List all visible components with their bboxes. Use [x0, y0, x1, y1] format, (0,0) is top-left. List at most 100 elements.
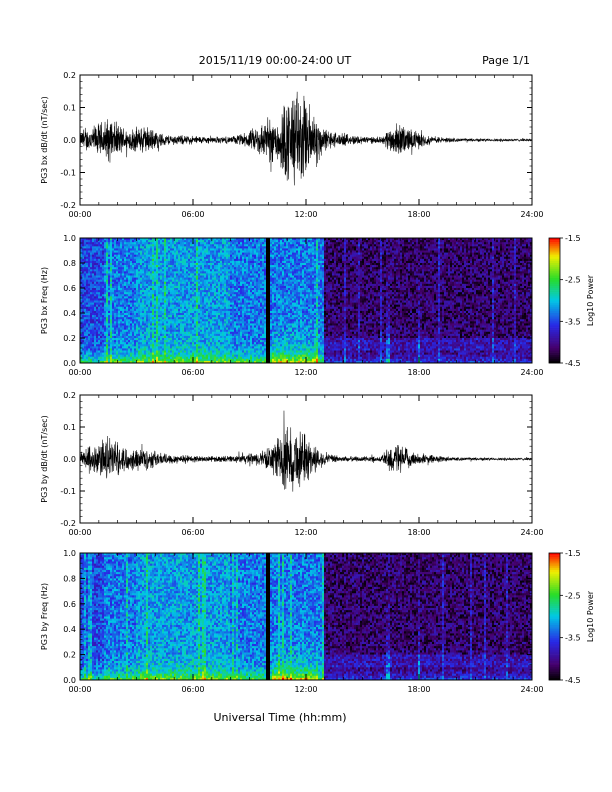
spectrogram-cell — [166, 271, 169, 274]
spectrogram-cell — [118, 340, 121, 343]
spectrogram-cell — [238, 267, 241, 270]
spectrogram-cell — [166, 315, 169, 318]
spectrogram-cell — [230, 346, 233, 349]
spectrogram-cell — [156, 277, 159, 281]
spectrogram-cell — [92, 356, 95, 360]
spectrogram-cell — [134, 308, 137, 312]
spectrogram-cell — [108, 356, 111, 360]
spectrogram-cell — [174, 352, 177, 356]
spectrogram-cell — [234, 269, 237, 272]
spectrogram-cell — [194, 277, 197, 281]
spectrogram-cell — [102, 310, 105, 314]
spectrogram-cell — [206, 304, 209, 308]
spectrogram-cell — [148, 346, 151, 349]
spectrogram-cell — [124, 277, 127, 281]
spectrogram-cell — [182, 313, 185, 316]
spectrogram-cell — [224, 290, 227, 293]
spectrogram-cell — [222, 342, 225, 345]
spectrogram-cell — [218, 315, 221, 318]
x-tick-label: 06:00 — [181, 210, 204, 219]
spectrogram-cell — [152, 315, 155, 318]
spectrogram-cell — [102, 254, 105, 258]
spectrogram-cell — [174, 256, 177, 260]
spectrogram-cell — [92, 308, 95, 312]
spectrogram-cell — [158, 269, 161, 272]
spectrogram-cell — [126, 281, 129, 285]
spectrogram-cell — [212, 238, 215, 241]
spectrogram-cell — [108, 242, 111, 245]
spectrogram-cell — [166, 325, 169, 328]
spectrogram-cell — [224, 238, 227, 241]
spectrogram-cell — [188, 350, 191, 353]
spectrogram-cell — [236, 313, 239, 316]
spectrogram-cell — [118, 325, 121, 328]
spectrogram-cell — [98, 340, 101, 343]
spectrogram-cell — [182, 260, 185, 264]
spectrogram-cell — [228, 338, 231, 341]
spectrogram-cell — [176, 290, 179, 293]
spectrogram-cell — [160, 240, 163, 243]
spectrogram-cell — [126, 350, 129, 353]
spectrogram-cell — [164, 254, 167, 258]
spectrogram-cell — [122, 317, 125, 320]
spectrogram-cell — [118, 281, 121, 285]
spectrogram-cell — [88, 348, 91, 351]
spectrogram-cell — [160, 300, 163, 303]
spectrogram-cell — [230, 260, 233, 264]
spectrogram-cell — [238, 285, 241, 289]
spectrogram-cell — [234, 331, 237, 335]
spectrogram-cell — [182, 350, 185, 353]
spectrogram-cell — [220, 273, 223, 276]
spectrogram-cell — [110, 325, 113, 328]
spectrogram-cell — [188, 260, 191, 264]
spectrogram-cell — [138, 306, 141, 310]
spectrogram-cell — [162, 350, 165, 353]
spectrogram-cell — [138, 338, 141, 341]
spectrogram-cell — [126, 238, 129, 241]
spectrogram-cell — [216, 340, 219, 343]
spectrogram-cell — [114, 348, 117, 351]
spectrogram-cell — [110, 246, 113, 249]
spectrogram-cell — [194, 281, 197, 285]
spectrogram-cell — [140, 308, 143, 312]
spectrogram-cell — [202, 256, 205, 260]
spectrogram-cell — [90, 317, 93, 320]
spectrogram-cell — [96, 250, 99, 253]
spectrogram-cell — [206, 319, 209, 322]
spectrogram-cell — [228, 250, 231, 253]
spectrogram-cell — [116, 352, 119, 356]
spectrogram-cell — [152, 360, 155, 364]
spectrogram-cell — [226, 321, 229, 324]
spectrogram-cell — [208, 325, 211, 328]
spectrogram-cell — [238, 321, 241, 324]
spectrogram-cell — [164, 292, 167, 295]
spectrogram-cell — [144, 308, 147, 312]
spectrogram-cell — [84, 265, 87, 268]
spectrogram-cell — [94, 325, 97, 328]
y-tick-label: -0.2 — [60, 201, 76, 210]
spectrogram-cell — [220, 238, 223, 241]
spectrogram-cell — [168, 285, 171, 289]
spectrogram-cell — [134, 354, 137, 358]
spectrogram-cell — [174, 333, 177, 337]
spectrogram-cell — [184, 360, 187, 364]
spectrogram-cell — [104, 356, 107, 360]
spectrogram-cell — [156, 298, 159, 301]
spectrogram-cell — [214, 302, 217, 306]
spectrogram-cell — [164, 323, 167, 326]
spectrogram-cell — [210, 327, 213, 331]
spectrogram-cell — [178, 271, 181, 274]
spectrogram-cell — [110, 248, 113, 251]
spectrogram-cell — [208, 313, 211, 316]
spectrogram-cell — [218, 283, 221, 287]
spectrogram-cell — [176, 267, 179, 270]
spectrogram-cell — [236, 290, 239, 293]
spectrogram-cell — [134, 321, 137, 324]
spectrogram-cell — [84, 248, 87, 251]
spectrogram-cell — [214, 254, 217, 258]
spectrogram-cell — [200, 340, 203, 343]
spectrogram-cell — [156, 344, 159, 347]
spectrogram-cell — [172, 283, 175, 287]
spectrogram-cell — [92, 271, 95, 274]
spectrogram-cell — [122, 315, 125, 318]
